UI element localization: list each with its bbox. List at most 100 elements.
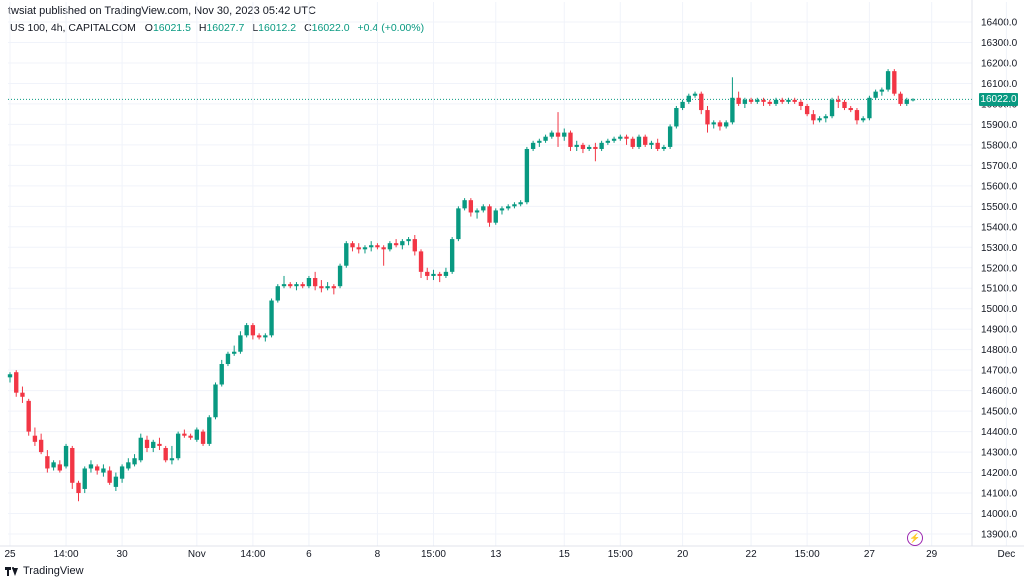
candle-body xyxy=(580,144,586,149)
y-tick-label: 16400.0 xyxy=(981,18,1018,29)
candle-body xyxy=(337,265,343,287)
open-value: 16021.5 xyxy=(152,22,191,34)
y-tick-label: 15100.0 xyxy=(981,284,1018,295)
candle-body xyxy=(456,208,461,240)
candle-body xyxy=(393,243,399,246)
y-tick-label: 15300.0 xyxy=(981,243,1018,254)
candle-body xyxy=(773,99,779,104)
x-tick-label: Nov xyxy=(188,549,206,560)
open-label: O xyxy=(144,22,153,34)
candle-body xyxy=(412,239,417,252)
candle-body xyxy=(443,271,449,276)
candle-body xyxy=(468,200,474,213)
candle-body xyxy=(132,458,137,465)
candle-body xyxy=(555,132,561,137)
y-tick-label: 14700.0 xyxy=(981,366,1018,377)
candle-body xyxy=(904,99,909,104)
high-label: H xyxy=(198,22,207,34)
high-value: 16027.7 xyxy=(206,22,245,34)
candle-body xyxy=(524,148,530,203)
candle-body xyxy=(506,206,511,209)
candle-body xyxy=(499,208,505,211)
candle-body xyxy=(151,441,156,448)
close-value: 16022.0 xyxy=(311,22,350,34)
candle-body xyxy=(51,462,56,468)
candle-body xyxy=(717,122,723,127)
candle-body xyxy=(611,138,617,141)
candle-body xyxy=(107,470,112,483)
x-tick-label: 13 xyxy=(490,549,502,560)
tradingview-brand[interactable]: TradingView xyxy=(5,565,84,577)
candle-body xyxy=(113,476,119,487)
candle-body xyxy=(493,210,498,223)
candle-body xyxy=(512,204,517,207)
candle-body xyxy=(885,71,891,90)
x-tick-label: 14:00 xyxy=(54,549,79,560)
candle-body xyxy=(213,384,218,418)
x-tick-label: 8 xyxy=(375,549,381,560)
candle-body xyxy=(45,456,50,469)
candle-body xyxy=(804,105,810,115)
candle-body xyxy=(879,89,885,92)
candle-body xyxy=(836,99,841,102)
candle-body xyxy=(674,108,679,127)
candle-body xyxy=(26,400,31,432)
x-tick-label: 15:00 xyxy=(421,549,446,560)
candle-body xyxy=(655,142,660,149)
candle-body xyxy=(126,462,131,469)
candle-body xyxy=(225,353,231,365)
y-tick-label: 14200.0 xyxy=(981,468,1018,479)
candle-body xyxy=(543,136,548,141)
candle-body xyxy=(761,99,766,102)
published-caption: twsiat published on TradingView.com, Nov… xyxy=(8,5,316,17)
candle-body xyxy=(194,429,200,440)
candle-body xyxy=(356,247,361,250)
candle-body xyxy=(362,247,368,250)
x-tick-label: 25 xyxy=(4,549,16,560)
candle-body xyxy=(275,286,280,301)
symbol-label[interactable]: US 100, 4h, CAPITALCOM xyxy=(10,22,136,34)
candle-body xyxy=(82,468,87,489)
candle-body xyxy=(705,110,710,125)
candle-body xyxy=(898,93,903,104)
candle-body xyxy=(101,468,106,473)
candle-body xyxy=(574,144,579,147)
candle-body xyxy=(381,247,386,250)
x-tick-label: 15:00 xyxy=(795,549,820,560)
lightning-icon[interactable]: ⚡ xyxy=(907,530,923,546)
y-tick-label: 15700.0 xyxy=(981,161,1018,172)
candle-body xyxy=(699,93,704,111)
candle-body xyxy=(873,91,878,98)
candle-body xyxy=(562,132,567,137)
candle-body xyxy=(649,142,654,145)
candle-body xyxy=(325,286,330,289)
candle-body xyxy=(70,447,75,483)
candle-body xyxy=(780,99,785,102)
symbol-legend: US 100, 4h, CAPITALCOM O16021.5 H16027.7… xyxy=(10,22,424,34)
candle-body xyxy=(95,466,100,471)
candle-body xyxy=(250,325,256,336)
candle-body xyxy=(767,101,772,104)
candle-body xyxy=(182,433,187,436)
candle-body xyxy=(350,243,355,248)
x-tick-label: 15:00 xyxy=(608,549,633,560)
candle-body xyxy=(32,435,38,442)
candle-body xyxy=(530,142,536,149)
candle-body xyxy=(144,439,150,448)
candle-body xyxy=(57,464,63,471)
candle-body xyxy=(736,97,741,104)
candle-body xyxy=(462,200,467,209)
candle-body xyxy=(848,108,853,111)
candle-body xyxy=(169,458,175,461)
candle-body xyxy=(792,99,797,102)
x-tick-label: 22 xyxy=(746,549,758,560)
candle-body xyxy=(667,126,673,147)
candle-body xyxy=(400,241,405,246)
candle-body xyxy=(593,146,598,149)
candle-body xyxy=(138,437,143,461)
candle-body xyxy=(157,443,162,446)
candle-body xyxy=(256,335,262,338)
y-tick-label: 15400.0 xyxy=(981,222,1018,233)
candle-body xyxy=(549,132,554,137)
